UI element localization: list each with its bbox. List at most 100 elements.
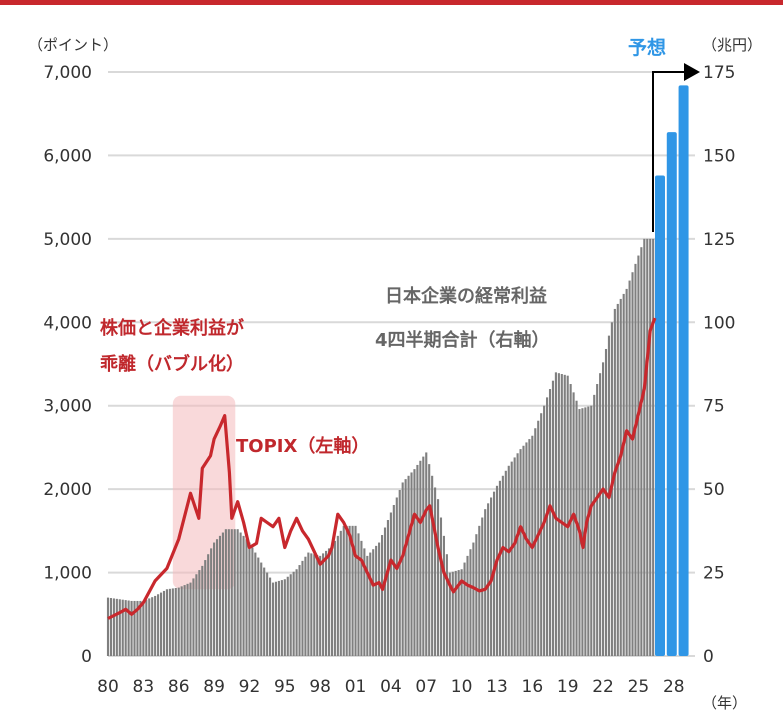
profit-bar	[171, 588, 174, 656]
left-tick-label: 4,000	[43, 313, 92, 333]
x-tick-label: 25	[628, 677, 650, 697]
profit-bar	[525, 442, 528, 656]
profit-bar	[180, 586, 183, 656]
x-tick-label: 83	[133, 677, 155, 697]
profit-bar	[207, 554, 210, 656]
left-tick-label: 3,000	[43, 397, 92, 417]
x-tick-label: 13	[486, 677, 508, 697]
profit-bar	[442, 535, 445, 656]
forecast-arrow-head	[684, 63, 700, 81]
profit-bar	[389, 512, 392, 656]
profit-bar	[548, 389, 552, 656]
profit-bar	[269, 577, 272, 656]
profit-bar	[183, 585, 186, 656]
profit-bar	[599, 373, 602, 656]
profit-bar	[245, 539, 248, 656]
profit-bar	[233, 529, 236, 656]
forecast-bar	[654, 175, 665, 657]
right-tick-label: 25	[703, 564, 725, 584]
profit-bar	[557, 373, 560, 656]
x-tick-label: 22	[592, 677, 614, 697]
x-tick-label: 86	[168, 677, 190, 697]
profit-bar	[436, 499, 440, 656]
profit-bar	[513, 457, 516, 656]
profit-bar	[640, 247, 643, 656]
left-tick-label: 2,000	[43, 480, 92, 500]
profit-bar	[325, 550, 328, 656]
right-tick-label: 175	[703, 63, 735, 83]
profit-bar	[395, 497, 398, 656]
profit-bar	[345, 525, 348, 656]
profit-bar	[428, 464, 431, 656]
profit-bar	[507, 465, 510, 656]
profit-bar	[472, 542, 475, 656]
profit-bar	[404, 479, 407, 656]
profit-bar	[151, 597, 154, 656]
profit-bar	[307, 552, 310, 656]
profit-bar	[637, 255, 640, 657]
profit-bar	[422, 456, 425, 656]
profit-bar	[280, 580, 283, 656]
profit-bar	[360, 540, 363, 656]
forecast-arrow	[652, 71, 684, 232]
left-tick-label: 5,000	[43, 230, 92, 250]
x-tick-label: 80	[97, 677, 119, 697]
profit-bar	[498, 480, 501, 656]
profit-bar	[112, 598, 115, 656]
profit-bar	[457, 570, 460, 656]
profit-bar	[195, 574, 198, 656]
profit-bar	[401, 482, 404, 656]
profit-bar	[540, 413, 543, 656]
profit-bar	[625, 288, 628, 656]
left-tick-label: 7,000	[43, 63, 92, 83]
profit-bar	[501, 475, 504, 656]
profit-bar	[454, 570, 457, 656]
right-tick-label: 50	[703, 480, 725, 500]
profit-bar	[339, 530, 342, 656]
profit-bar	[316, 555, 319, 656]
profit-bar	[528, 439, 531, 656]
profit-bar	[575, 400, 578, 656]
profit-bar	[516, 453, 519, 656]
profit-bar	[130, 600, 133, 656]
profit-bar	[590, 405, 593, 656]
profit-bar	[380, 535, 384, 656]
right-axis-unit: （兆円）	[702, 36, 762, 54]
profit-bar	[416, 464, 419, 656]
forecast-bar	[666, 132, 677, 656]
profit-bar	[159, 592, 163, 656]
profit-bar	[109, 598, 113, 656]
profit-bar	[463, 562, 466, 656]
profit-bar	[351, 525, 354, 656]
profit-bar	[504, 470, 507, 656]
right-axis-ticks: 0 25 50 75 100 125 150 175	[703, 63, 735, 667]
profit-bar	[546, 397, 549, 656]
topix-annotation: TOPIX（左軸）	[236, 435, 369, 457]
profit-bar	[301, 560, 304, 656]
profit-bar	[466, 555, 469, 656]
profit-bar	[333, 540, 336, 656]
profit-bar	[304, 556, 307, 656]
profit-bar	[327, 548, 331, 656]
profit-bar	[566, 375, 569, 656]
profit-bar	[383, 527, 387, 656]
profit-bar	[581, 408, 584, 656]
profit-bar	[425, 452, 428, 656]
profit-bar	[601, 362, 605, 656]
profit-bar	[439, 517, 443, 656]
forecast-bar	[678, 85, 689, 656]
profit-bar	[277, 580, 280, 656]
profit-bar	[201, 565, 204, 656]
x-tick-label: 04	[380, 677, 402, 697]
profit-bar	[572, 392, 575, 656]
profit-bar	[363, 548, 366, 656]
profit-bar	[563, 374, 566, 656]
x-tick-label: 95	[274, 677, 296, 697]
profit-bar	[522, 445, 525, 656]
profit-bar	[295, 569, 298, 656]
profit-bar	[227, 529, 230, 656]
profit-bar	[375, 545, 378, 656]
x-tick-label: 19	[557, 677, 579, 697]
profit-bar	[330, 545, 334, 656]
profit-bar	[230, 529, 233, 656]
